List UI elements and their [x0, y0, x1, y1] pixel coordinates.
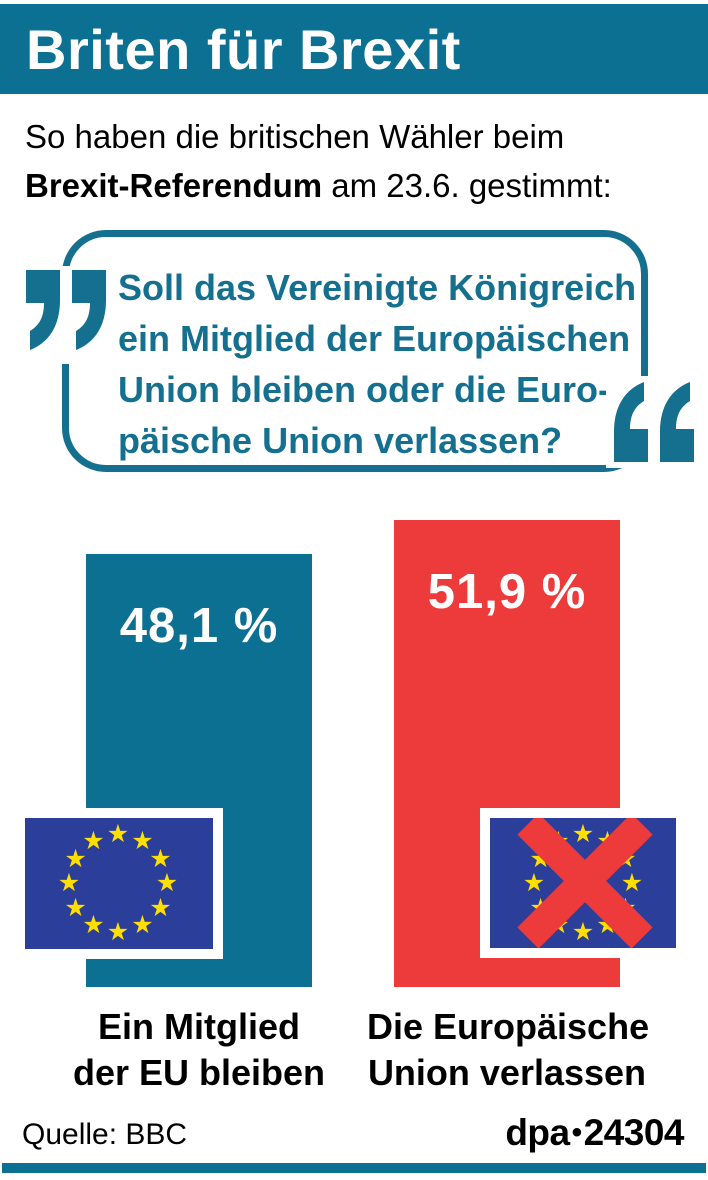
dpa-logo: dpa [505, 1112, 570, 1153]
bar-remain-label: Ein Mitglied der EU bleiben [59, 1004, 339, 1096]
intro-line2-rest: am 23.6. gestimmt: [322, 167, 612, 204]
bar-leave-label-line1: Die Europäische [367, 1006, 650, 1047]
eu-star-icon: ★ [522, 869, 546, 897]
eu-star-icon: ★ [64, 893, 87, 922]
eu-flag-field: ★★★★★★★★★★★★ [25, 818, 213, 949]
eu-star-icon: ★ [82, 826, 105, 855]
bar-leave-value: 51,9 % [427, 565, 587, 619]
eu-star-icon: ★ [131, 911, 154, 940]
eu-star-icon: ★ [82, 911, 105, 940]
eu-flag: ★ ★ ★ ★ ★ ★ ★ ★ ★ ★ ★ ★ [15, 808, 223, 959]
dpa-bullet-icon: • [571, 1116, 583, 1149]
bar-leave-label-line2: Union verlassen [367, 1052, 647, 1093]
eu-star-icon: ★ [64, 844, 87, 873]
page-title: Briten für Brexit [26, 17, 461, 81]
bar-leave-label: Die Europäische Union verlassen [367, 1004, 650, 1096]
question-line: Soll das Vereinigte Königreich [118, 267, 637, 308]
dpa-credit: dpa•24304 [505, 1112, 684, 1154]
bar-remain-value: 48,1 % [119, 599, 279, 653]
intro-line1: So haben die britischen Wähler beim [25, 118, 565, 155]
source-text: Quelle: BBC [22, 1118, 188, 1151]
eu-star-icon: ★ [106, 820, 130, 848]
red-cross-icon [517, 818, 653, 948]
quote-open-icon [22, 266, 114, 364]
eu-star-icon: ★ [620, 869, 644, 897]
question-line: päische Union verlassen? [118, 420, 563, 461]
question-box [62, 230, 648, 472]
eu-star-icon: ★ [149, 844, 172, 873]
eu-flag-field: ★★★★★★★★★★★★ [490, 818, 676, 948]
credit-number: 24304 [583, 1112, 685, 1153]
header-bar: Briten für Brexit [0, 4, 708, 94]
question-text: Soll das Vereinigte Königreich ein Mitgl… [118, 262, 638, 466]
intro-text: So haben die britischen Wähler beim Brex… [25, 112, 612, 210]
eu-star-icon: ★ [149, 893, 172, 922]
eu-star-icon: ★ [131, 826, 154, 855]
question-line: ein Mitglied der Europäischen [118, 318, 631, 359]
bottom-rule [2, 1163, 706, 1173]
eu-star-icon: ★ [571, 918, 595, 946]
bar-remain-label-line1: Ein Mitglied [98, 1006, 300, 1047]
eu-star-icon: ★ [155, 869, 179, 897]
eu-star-icon: ★ [571, 820, 595, 848]
bar-remain-label-line2: der EU bleiben [72, 1052, 326, 1093]
question-line: Union bleiben oder die Euro- [118, 369, 611, 410]
eu-flag-crossed: ★★★★★★★★★★★★ [480, 808, 686, 958]
quote-close-icon [606, 376, 698, 468]
eu-star-icon: ★ [57, 869, 81, 897]
intro-line2-bold: Brexit-Referendum [25, 167, 323, 204]
eu-star-icon: ★ [106, 918, 130, 946]
